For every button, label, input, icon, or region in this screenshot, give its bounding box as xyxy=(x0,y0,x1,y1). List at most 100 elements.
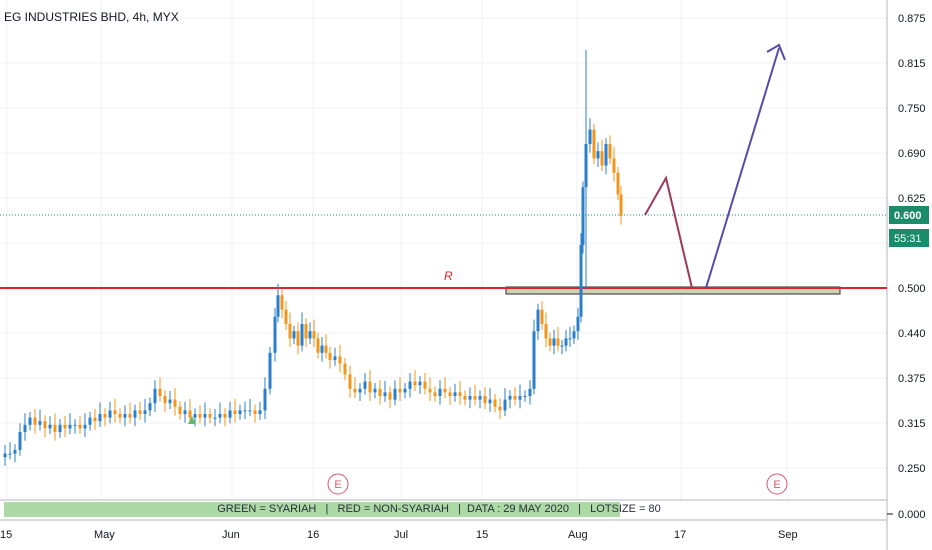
candle-body xyxy=(223,414,227,418)
candle-body xyxy=(488,399,492,404)
chart-title: EG INDUSTRIES BHD, 4h, MYX xyxy=(4,10,179,24)
earnings-label: E xyxy=(334,479,341,491)
candle-body xyxy=(228,410,232,418)
candle-body xyxy=(93,417,97,422)
candle-body xyxy=(348,374,352,389)
candle-body xyxy=(540,309,544,324)
candle-body xyxy=(118,414,122,418)
candle-body xyxy=(388,392,392,400)
candle-body xyxy=(213,417,217,419)
candle-body xyxy=(552,338,556,346)
time-axis[interactable]: 15 May Jun 16 Jul 15 Aug 17 Sep xyxy=(0,529,798,541)
candle-body xyxy=(433,392,437,396)
candle-body xyxy=(218,414,222,418)
y-tick-label: 0.750 xyxy=(898,103,926,115)
projection-small-wave[interactable] xyxy=(644,175,693,289)
candle-body xyxy=(448,392,452,396)
price-axis[interactable]: 0.875 0.815 0.750 0.690 0.625 0.500 0.44… xyxy=(887,13,926,521)
candle-body xyxy=(168,399,172,404)
candle-body xyxy=(128,414,132,418)
y-tick-label: 0.625 xyxy=(898,193,926,205)
candle-body xyxy=(328,352,332,360)
current-price-tag: 0.600 xyxy=(889,206,929,224)
candle-body xyxy=(588,129,592,144)
candle-body xyxy=(98,414,102,422)
candle-body xyxy=(596,151,600,159)
candle-body xyxy=(493,399,497,407)
candle-body xyxy=(532,331,536,389)
candle-body xyxy=(78,424,82,429)
candle-body xyxy=(103,414,107,418)
candle-body xyxy=(258,410,262,414)
candle-body xyxy=(13,450,17,454)
x-tick-label: 15 xyxy=(0,529,12,541)
candle-body xyxy=(423,381,427,389)
x-tick-label: 17 xyxy=(674,529,686,541)
candle-body xyxy=(143,410,147,414)
candle-body xyxy=(518,396,522,400)
candle-body xyxy=(88,417,92,425)
candle-body xyxy=(353,388,357,393)
candle-body xyxy=(358,388,362,393)
candle-body xyxy=(478,396,482,400)
candle-body xyxy=(383,392,387,396)
candle-body xyxy=(503,399,507,411)
legend-text: GREEN = SYARIAH | RED = NON-SYARIAH | DA… xyxy=(217,503,661,515)
earnings-label: E xyxy=(773,479,780,491)
candle-body xyxy=(83,424,87,429)
candle-body xyxy=(43,421,47,429)
candle-body xyxy=(592,129,596,159)
legend-band xyxy=(4,502,620,517)
x-tick-label: Aug xyxy=(568,529,588,541)
signal-triangle-icon xyxy=(188,416,196,424)
candle-body xyxy=(63,424,67,429)
x-tick-label: Jul xyxy=(394,529,408,541)
x-tick-label: Sep xyxy=(778,529,798,541)
candle-body xyxy=(581,187,585,245)
candle-body xyxy=(572,331,576,339)
candle-body xyxy=(338,356,342,364)
candle-body xyxy=(68,424,72,429)
candle-body xyxy=(616,172,620,195)
y-tick-label: 0.315 xyxy=(898,418,926,430)
candle-body xyxy=(564,338,568,346)
candle-body xyxy=(173,399,177,407)
candle-body xyxy=(408,381,412,389)
candle-body xyxy=(312,331,316,339)
y-tick-label: 0.500 xyxy=(898,283,926,295)
candle-body xyxy=(556,338,560,346)
candle-body xyxy=(296,331,300,346)
candle-body xyxy=(413,381,417,386)
y-tick-label: 0.875 xyxy=(898,13,926,25)
candle-body xyxy=(292,331,296,339)
candle-body xyxy=(393,388,397,400)
candle-body xyxy=(418,381,422,386)
candle-body xyxy=(403,388,407,393)
projection-main-arrow[interactable] xyxy=(705,47,780,289)
candle-body xyxy=(243,410,247,412)
candle-body xyxy=(378,388,382,396)
arrow-head-icon xyxy=(766,43,786,61)
candle-body xyxy=(308,331,312,339)
candle-body xyxy=(568,338,572,340)
earnings-marker[interactable]: E xyxy=(766,473,788,495)
candle-body xyxy=(333,356,337,360)
x-tick-label: 15 xyxy=(476,529,488,541)
candle-body xyxy=(188,410,192,418)
countdown-value: 55:31 xyxy=(894,233,922,245)
candle-body xyxy=(108,410,112,418)
candle-body xyxy=(73,424,77,426)
candle-body xyxy=(343,363,347,375)
candle-body xyxy=(284,309,288,324)
candle-body xyxy=(324,345,328,353)
candle-body xyxy=(608,144,612,159)
candle-body xyxy=(148,403,152,411)
candle-body xyxy=(544,324,548,339)
candle-body xyxy=(183,410,187,414)
earnings-marker[interactable]: E xyxy=(327,473,349,495)
y-tick-label: 0.000 xyxy=(898,509,926,521)
candle-body xyxy=(523,396,527,397)
candle-body xyxy=(576,316,580,332)
candle-body xyxy=(276,295,280,317)
